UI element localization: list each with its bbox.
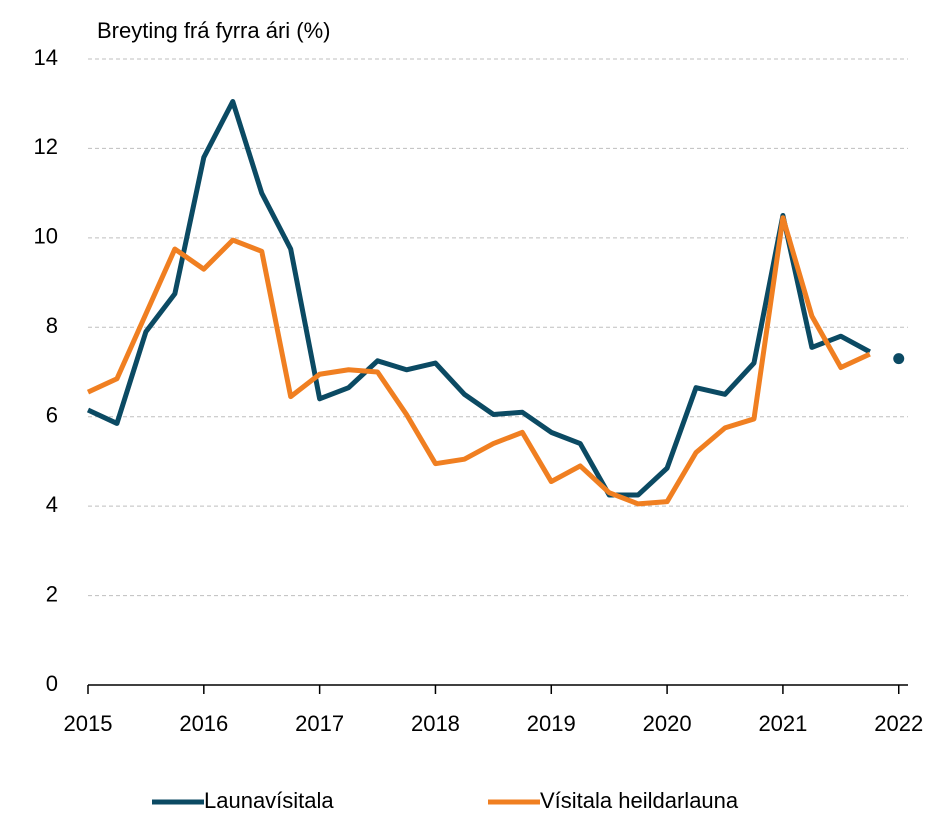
y-tick-label: 12 (34, 134, 58, 159)
data-point (893, 353, 905, 365)
x-tick-label: 2018 (411, 711, 460, 736)
x-tick-label: 2022 (874, 711, 923, 736)
legend-label: Launavísitala (204, 788, 334, 813)
y-tick-label: 4 (46, 492, 58, 517)
y-tick-label: 2 (46, 581, 58, 606)
y-axis-label: Breyting frá fyrra ári (%) (97, 18, 331, 43)
legend-label: Vísitala heildarlauna (540, 788, 739, 813)
y-tick-label: 0 (46, 671, 58, 696)
y-tick-label: 8 (46, 313, 58, 338)
y-tick-label: 14 (34, 45, 58, 70)
y-tick-label: 6 (46, 403, 58, 428)
y-tick-label: 10 (34, 224, 58, 249)
x-tick-label: 2019 (527, 711, 576, 736)
series-line (86, 215, 871, 507)
series-line (86, 98, 871, 498)
x-tick-label: 2020 (643, 711, 692, 736)
x-tick-label: 2016 (179, 711, 228, 736)
x-tick-label: 2017 (295, 711, 344, 736)
x-tick-label: 2015 (64, 711, 113, 736)
x-tick-label: 2021 (758, 711, 807, 736)
